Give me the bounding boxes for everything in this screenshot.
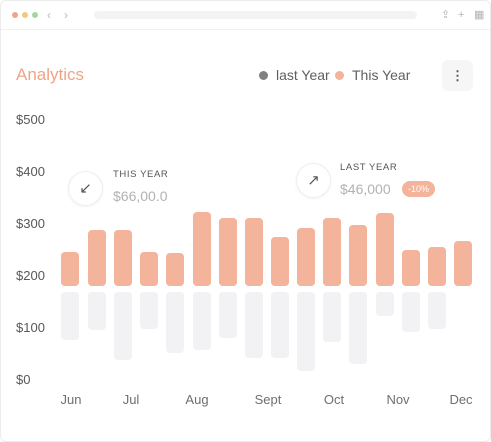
close-window-dot[interactable]	[12, 12, 18, 18]
bar-last-year[interactable]	[193, 292, 211, 350]
more-vertical-icon: ⋮	[451, 68, 464, 83]
bar-last-year[interactable]	[245, 292, 263, 358]
last-year-value: $46,000	[340, 181, 391, 197]
x-tick-label: Jun	[60, 392, 82, 407]
bar-last-year[interactable]	[166, 292, 184, 353]
plus-icon[interactable]: +	[458, 9, 465, 21]
bar-this-year[interactable]	[61, 251, 79, 286]
x-tick-label: Nov	[386, 392, 410, 407]
minimize-window-dot[interactable]	[22, 12, 28, 18]
y-tick-label: $500	[16, 112, 45, 127]
bar-last-year[interactable]	[219, 292, 237, 339]
bar-last-year[interactable]	[323, 292, 341, 342]
bar-this-year[interactable]	[245, 218, 263, 286]
bar-this-year[interactable]	[166, 252, 184, 286]
bar-last-year[interactable]	[114, 292, 132, 360]
bar-last-year[interactable]	[297, 292, 315, 372]
bar-last-year[interactable]	[61, 292, 79, 340]
x-tick-label: Aug	[185, 392, 209, 407]
bar-this-year[interactable]	[297, 227, 315, 286]
x-tick-label: Jul	[122, 392, 140, 407]
maximize-window-dot[interactable]	[32, 12, 38, 18]
bar-this-year[interactable]	[376, 213, 394, 286]
y-tick-label: $100	[16, 320, 45, 335]
legend-item-this-year: This Year	[335, 67, 410, 83]
bar-last-year[interactable]	[376, 292, 394, 316]
bar-this-year[interactable]	[193, 211, 211, 286]
bar-last-year[interactable]	[140, 292, 158, 329]
bar-this-year[interactable]	[402, 250, 420, 286]
y-tick-label: $400	[16, 164, 45, 179]
y-tick-label: $200	[16, 268, 45, 283]
change-badge: -10%	[402, 181, 436, 197]
bar-last-year[interactable]	[88, 292, 106, 330]
x-tick-label: Dec	[449, 392, 473, 407]
bar-last-year[interactable]	[349, 292, 367, 364]
legend-item-last-year: last Year	[259, 67, 330, 83]
x-tick-label: Oct	[323, 392, 345, 407]
bar-this-year[interactable]	[271, 236, 289, 286]
chevron-left-icon[interactable]: ‹	[47, 8, 51, 22]
bar-this-year[interactable]	[140, 251, 158, 286]
bar-this-year[interactable]	[88, 230, 106, 286]
this-year-label: THIS YEAR	[113, 169, 169, 180]
arrow-down-left-icon: ↙	[68, 171, 103, 206]
chevron-right-icon[interactable]: ›	[64, 8, 68, 22]
bar-last-year[interactable]	[428, 292, 446, 329]
this-year-value: $66,00.0	[113, 188, 168, 204]
share-icon[interactable]: ⇪	[441, 9, 451, 21]
bar-this-year[interactable]	[349, 225, 367, 286]
more-options-button[interactable]: ⋮	[442, 60, 473, 91]
page-title: Analytics	[16, 65, 85, 84]
arrow-up-right-icon: ↗	[296, 163, 331, 198]
legend-label: This Year	[352, 67, 411, 83]
y-tick-label: $0	[16, 372, 31, 387]
bar-this-year[interactable]	[428, 246, 446, 286]
legend-dot	[335, 70, 344, 80]
legend-label: last Year	[276, 67, 330, 83]
legend-dot	[259, 70, 268, 80]
bar-last-year[interactable]	[402, 292, 420, 332]
x-tick-label: Sept	[254, 392, 282, 407]
grid-icon[interactable]: ▦	[474, 9, 485, 21]
address-bar[interactable]	[94, 11, 417, 19]
browser-toolbar: ‹ › ⇪ + ▦	[1, 1, 490, 30]
bar-this-year[interactable]	[323, 217, 341, 286]
bar-last-year[interactable]	[271, 292, 289, 359]
bar-this-year[interactable]	[454, 241, 472, 286]
bar-this-year[interactable]	[114, 230, 132, 286]
bar-this-year[interactable]	[219, 218, 237, 286]
y-tick-label: $300	[16, 216, 45, 231]
last-year-label: LAST YEAR	[340, 162, 398, 173]
